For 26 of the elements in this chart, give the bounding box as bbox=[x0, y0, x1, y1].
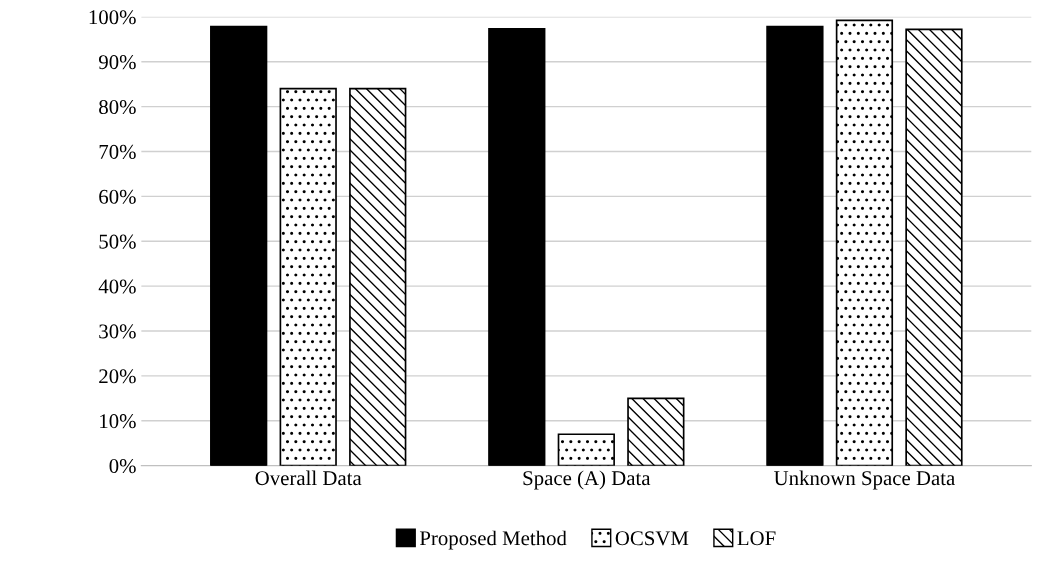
x-tick-label: Unknown Space Data bbox=[774, 470, 955, 490]
bar bbox=[905, 28, 963, 466]
y-tick-label: 0% bbox=[109, 459, 136, 474]
bar bbox=[766, 25, 824, 466]
bar bbox=[488, 28, 546, 466]
legend-label: Proposed Method bbox=[419, 530, 567, 550]
y-tick-label: 80% bbox=[99, 99, 136, 115]
legend-label: OCSVM bbox=[615, 531, 689, 546]
y-tick-label: 30% bbox=[99, 324, 136, 339]
y-tick-label: 20% bbox=[99, 369, 136, 384]
x-tick-label: Overall Data bbox=[255, 470, 362, 486]
y-tick-label: 100% bbox=[89, 10, 136, 25]
legend-label: LOF bbox=[737, 531, 776, 546]
y-tick-label: 10% bbox=[100, 414, 136, 429]
bar bbox=[349, 87, 407, 466]
bar bbox=[210, 25, 268, 466]
y-tick-label: 60% bbox=[99, 189, 136, 204]
bar bbox=[835, 19, 894, 466]
y-tick-label: 90% bbox=[98, 55, 136, 70]
bar bbox=[557, 433, 615, 466]
bar bbox=[279, 87, 337, 466]
x-tick-label: Space (A) Data bbox=[523, 470, 651, 490]
bar bbox=[627, 397, 685, 466]
y-tick-label: 70% bbox=[99, 144, 136, 159]
y-tick-label: 50% bbox=[99, 234, 136, 249]
y-tick-label: 40% bbox=[98, 279, 136, 294]
